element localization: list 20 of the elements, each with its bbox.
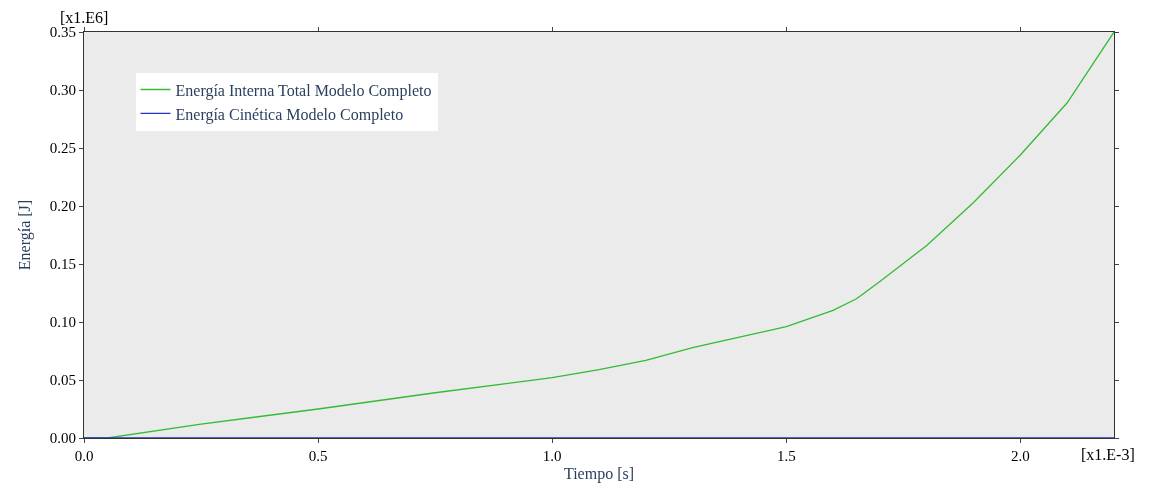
x-tick-label: 2.0	[1010, 448, 1030, 464]
y-tick-label: 0.15	[49, 256, 76, 273]
line-series	[84, 32, 1114, 438]
y-tick-label: 0.00	[49, 430, 76, 447]
x-axis-title: Tiempo [s]	[563, 464, 635, 483]
y-tick-label: 0.25	[49, 140, 76, 157]
y-tick-label: 0.05	[49, 372, 76, 389]
x-tick-label: 0.5	[308, 448, 328, 464]
text: [x1.E-3]	[1081, 446, 1135, 463]
x-tick-label: 0.0	[74, 448, 94, 464]
y-tick-label: 0.30	[49, 82, 76, 99]
y-tick-label: 0.35	[49, 24, 76, 41]
y-tick-label: 0.10	[49, 314, 76, 331]
x-tick-label: 1.0	[542, 448, 562, 464]
legend-label: Energía Cinética Modelo Completo	[175, 105, 404, 124]
legend-label: Energía Interna Total Modelo Completo	[175, 81, 432, 100]
y-axis-title: Energía [J]	[15, 199, 34, 271]
text: [x1.E6]	[60, 9, 109, 26]
y-tick-label: 0.20	[49, 198, 76, 215]
x-tick-label: 1.5	[776, 448, 796, 464]
